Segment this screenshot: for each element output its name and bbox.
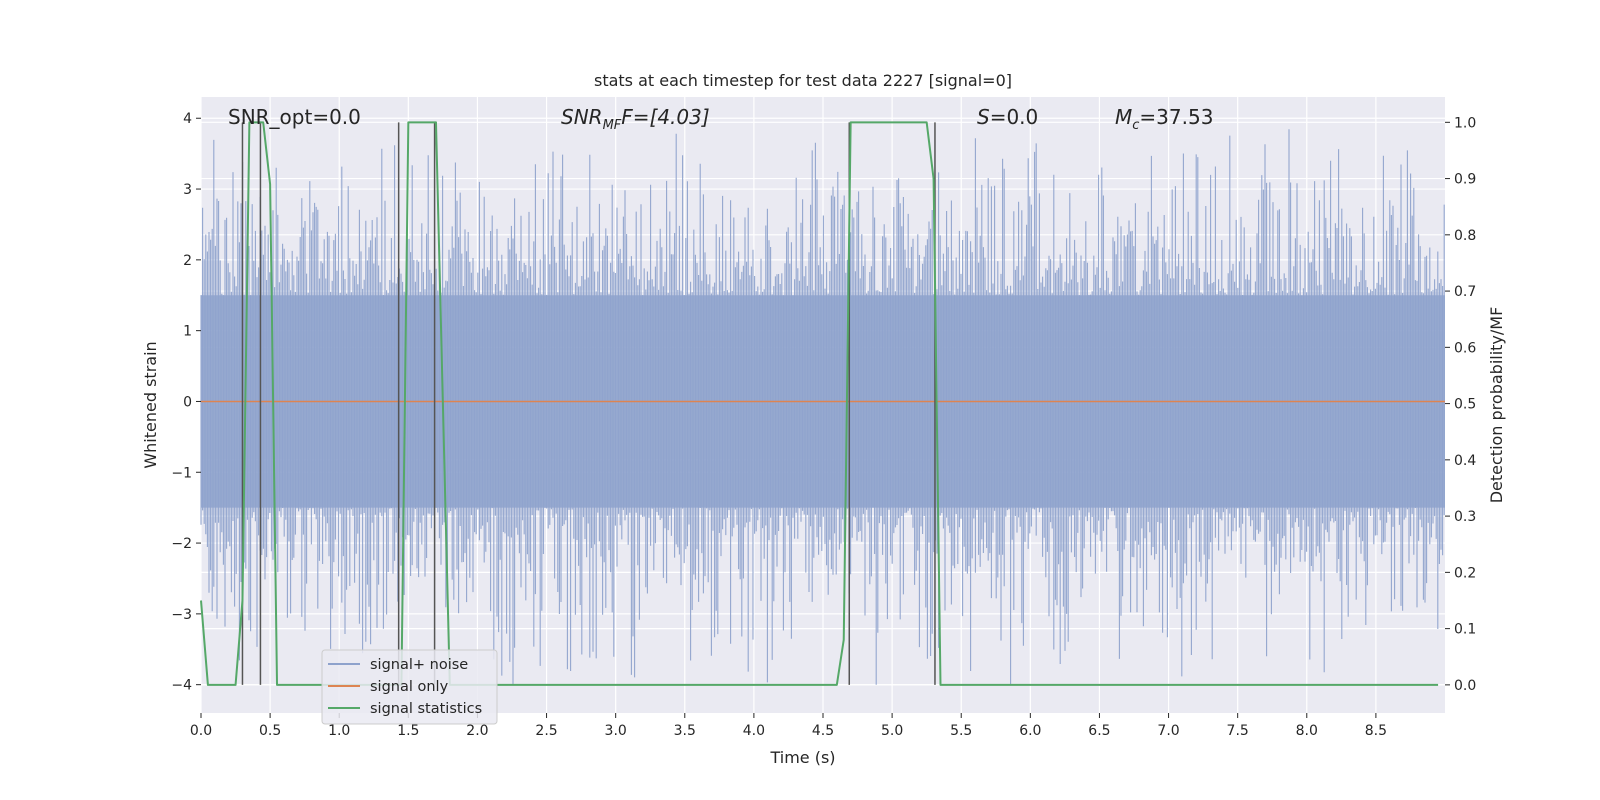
y-right-tick-label: 0.5 [1454, 397, 1476, 413]
noise-line [200, 129, 1445, 685]
legend: signal+ noise signal only signal statist… [321, 649, 498, 725]
y-right-tick-label: 0.3 [1454, 509, 1476, 525]
signal-statistics-line [200, 121, 1439, 686]
legend-label-noise: signal+ noise [370, 657, 468, 673]
x-tick-label: 8.0 [1296, 723, 1318, 739]
chart-title: stats at each timestep for test data 222… [594, 71, 1012, 90]
y-axis-right-ticks: 1.0 0.9 0.8 0.7 0.6 0.5 0.4 0.3 0.2 0.1 0.0 [1445, 115, 1476, 694]
y-right-tick-label: 0.9 [1454, 172, 1476, 188]
annotation-snr-opt: SNR_opt=0.0 [228, 105, 361, 129]
y-left-tick-label: 4 [183, 111, 192, 127]
x-tick-label: 6.0 [1019, 723, 1041, 739]
y-left-tick-label: 1 [183, 324, 192, 340]
y-right-tick-label: 0.2 [1454, 565, 1476, 581]
x-tick-label: 3.5 [674, 723, 696, 739]
y-right-tick-label: 1.0 [1454, 115, 1476, 131]
x-tick-label: 2.5 [535, 723, 557, 739]
legend-label-statistics: signal statistics [370, 701, 482, 717]
x-tick-label: 6.5 [1088, 723, 1110, 739]
y-right-tick-label: 0.8 [1454, 228, 1476, 244]
x-tick-label: 0.5 [259, 723, 281, 739]
annotation-s: S=0.0 [977, 105, 1038, 129]
x-tick-label: 1.5 [397, 723, 419, 739]
annotation-snr-mf: SNRMFF=[4.03] [561, 105, 710, 133]
y-left-tick-label: −3 [171, 607, 192, 623]
y-axis-right-label: Detection probability/MF [1487, 307, 1506, 504]
annotations: SNR_opt=0.0 SNRMFF=[4.03] S=0.0 Mc=37.53 [228, 105, 1213, 133]
x-tick-label: 1.0 [328, 723, 350, 739]
x-tick-label: 0.0 [190, 723, 212, 739]
x-tick-label: 7.5 [1227, 723, 1249, 739]
y-left-tick-label: 3 [183, 182, 192, 198]
y-left-tick-label: −1 [171, 465, 192, 481]
x-axis-ticks: 0.0 0.5 1.0 1.5 2.0 2.5 3.0 3.5 4.0 4.5 5.0 5.5 6.0 6… [190, 713, 1387, 739]
y-right-tick-label: 0.1 [1454, 622, 1476, 638]
y-right-tick-label: 0.6 [1454, 340, 1476, 356]
x-tick-label: 8.5 [1365, 723, 1387, 739]
y-right-tick-label: 0.0 [1454, 678, 1476, 694]
x-tick-label: 2.0 [466, 723, 488, 739]
legend-box [321, 649, 498, 725]
y-right-tick-label: 0.7 [1454, 284, 1476, 300]
x-axis-label: Time (s) [769, 748, 835, 767]
y-axis-left-label: Whitened strain [141, 341, 160, 468]
y-left-tick-label: −4 [171, 678, 192, 694]
signal-statistics-series [200, 121, 1439, 686]
x-tick-label: 3.0 [605, 723, 627, 739]
x-tick-label: 7.0 [1157, 723, 1179, 739]
y-left-tick-label: −2 [171, 536, 192, 552]
y-axis-left-ticks: 4 3 2 1 0 −1 −2 −3 −4 [171, 111, 201, 694]
x-tick-label: 5.5 [950, 723, 972, 739]
y-right-tick-label: 0.4 [1454, 453, 1476, 469]
x-tick-label: 4.5 [812, 723, 834, 739]
y-left-tick-label: 2 [183, 253, 192, 269]
annotation-mc: Mc=37.53 [1115, 105, 1213, 133]
x-tick-label: 4.0 [743, 723, 765, 739]
legend-label-signal: signal only [370, 679, 449, 695]
x-tick-label: 5.0 [881, 723, 903, 739]
y-left-tick-label: 0 [183, 394, 192, 410]
